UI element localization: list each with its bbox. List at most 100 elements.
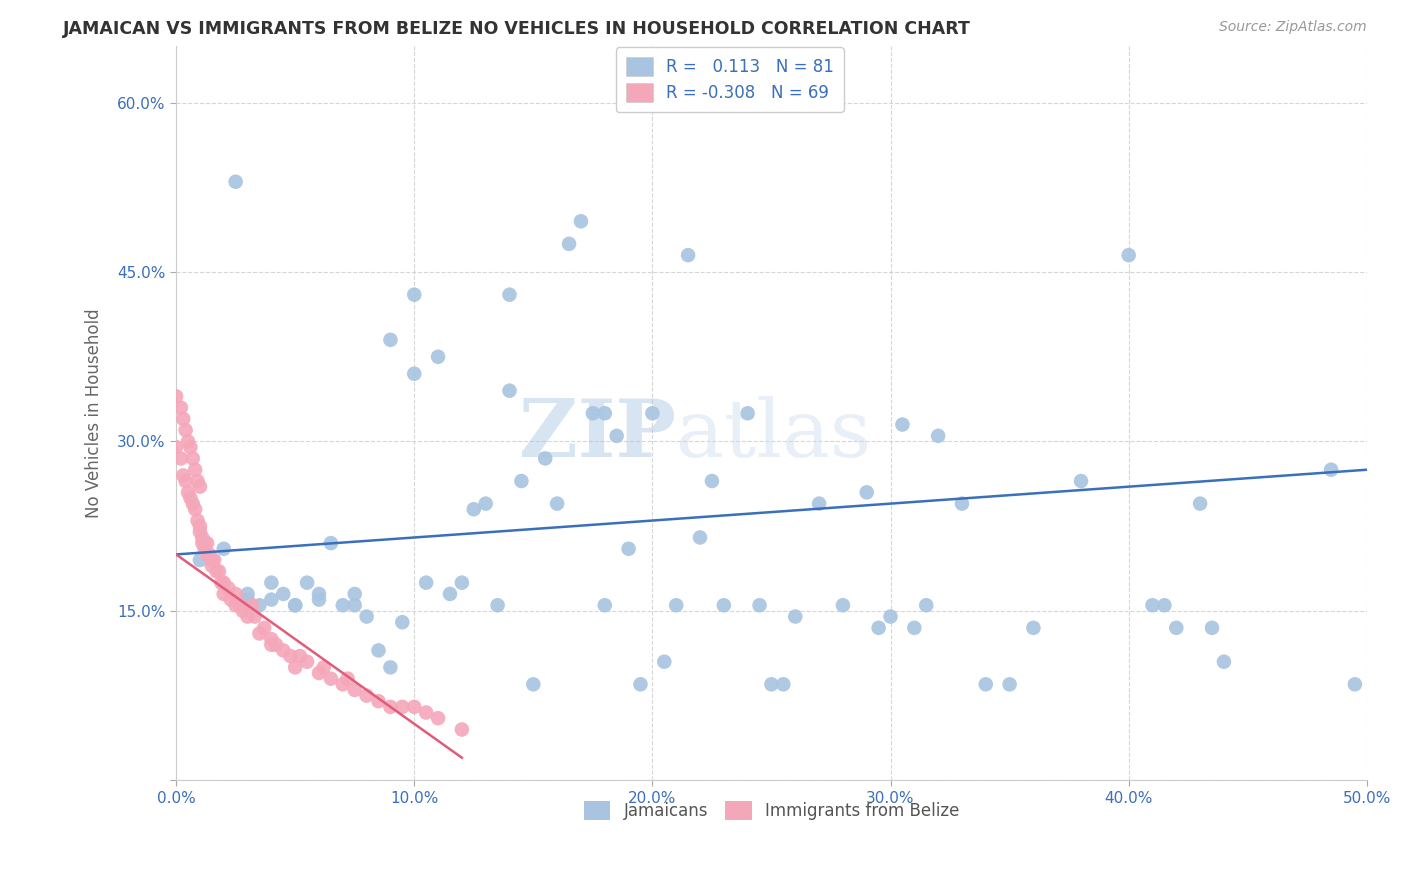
Point <box>1213 655 1236 669</box>
Point <box>194 536 217 550</box>
Point <box>855 485 877 500</box>
Point <box>641 406 664 420</box>
Point <box>188 480 211 494</box>
Point <box>356 689 378 703</box>
Point <box>188 553 211 567</box>
Point <box>188 519 211 533</box>
Y-axis label: No Vehicles in Household: No Vehicles in Household <box>86 309 103 518</box>
Point <box>927 429 949 443</box>
Point <box>208 565 231 579</box>
Point <box>288 649 311 664</box>
Point <box>486 599 509 613</box>
Point <box>546 497 568 511</box>
Text: ZIP: ZIP <box>519 396 676 475</box>
Point <box>498 384 520 398</box>
Text: atlas: atlas <box>676 396 872 475</box>
Point <box>179 491 201 505</box>
Point <box>737 406 759 420</box>
Point <box>194 541 217 556</box>
Point <box>191 531 214 545</box>
Point <box>195 548 218 562</box>
Point <box>606 429 628 443</box>
Point <box>915 599 938 613</box>
Point <box>427 350 450 364</box>
Point <box>225 587 247 601</box>
Point <box>391 615 413 630</box>
Point <box>205 565 228 579</box>
Point <box>229 599 252 613</box>
Point <box>184 463 207 477</box>
Point <box>271 643 294 657</box>
Point <box>593 406 616 420</box>
Point <box>1201 621 1223 635</box>
Point <box>522 677 544 691</box>
Point <box>1189 497 1212 511</box>
Point <box>1166 621 1188 635</box>
Point <box>451 575 474 590</box>
Point <box>451 723 474 737</box>
Point <box>404 699 426 714</box>
Point <box>202 553 225 567</box>
Point <box>879 609 901 624</box>
Point <box>225 175 247 189</box>
Point <box>380 333 402 347</box>
Point <box>198 548 221 562</box>
Point <box>534 451 557 466</box>
Point <box>165 389 187 403</box>
Point <box>367 694 389 708</box>
Point <box>761 677 783 691</box>
Point <box>174 423 197 437</box>
Point <box>243 609 266 624</box>
Point <box>308 587 330 601</box>
Point <box>404 367 426 381</box>
Point <box>974 677 997 691</box>
Point <box>1153 599 1175 613</box>
Point <box>332 599 354 613</box>
Point <box>808 497 831 511</box>
Point <box>903 621 925 635</box>
Point <box>295 575 318 590</box>
Point <box>391 699 413 714</box>
Point <box>201 558 224 573</box>
Point <box>249 626 271 640</box>
Point <box>404 287 426 301</box>
Point <box>463 502 485 516</box>
Point <box>249 599 271 613</box>
Point <box>312 660 335 674</box>
Point <box>260 638 283 652</box>
Point <box>336 672 359 686</box>
Point <box>439 587 461 601</box>
Point <box>284 660 307 674</box>
Point <box>236 592 259 607</box>
Text: Source: ZipAtlas.com: Source: ZipAtlas.com <box>1219 20 1367 34</box>
Point <box>652 655 675 669</box>
Point <box>665 599 688 613</box>
Point <box>593 599 616 613</box>
Point <box>367 643 389 657</box>
Point <box>1320 463 1343 477</box>
Point <box>209 575 232 590</box>
Point <box>1022 621 1045 635</box>
Point <box>617 541 640 556</box>
Point <box>998 677 1021 691</box>
Point <box>218 582 240 596</box>
Point <box>1070 474 1092 488</box>
Point <box>558 236 581 251</box>
Point <box>260 575 283 590</box>
Point <box>280 649 302 664</box>
Point <box>179 440 201 454</box>
Point <box>380 699 402 714</box>
Point <box>689 531 711 545</box>
Point <box>510 474 533 488</box>
Point <box>284 599 307 613</box>
Point <box>343 599 366 613</box>
Point <box>253 621 276 635</box>
Point <box>319 672 342 686</box>
Point <box>188 524 211 539</box>
Point <box>264 638 287 652</box>
Point <box>177 434 200 449</box>
Point <box>191 536 214 550</box>
Point <box>356 609 378 624</box>
Point <box>380 660 402 674</box>
Point <box>832 599 855 613</box>
